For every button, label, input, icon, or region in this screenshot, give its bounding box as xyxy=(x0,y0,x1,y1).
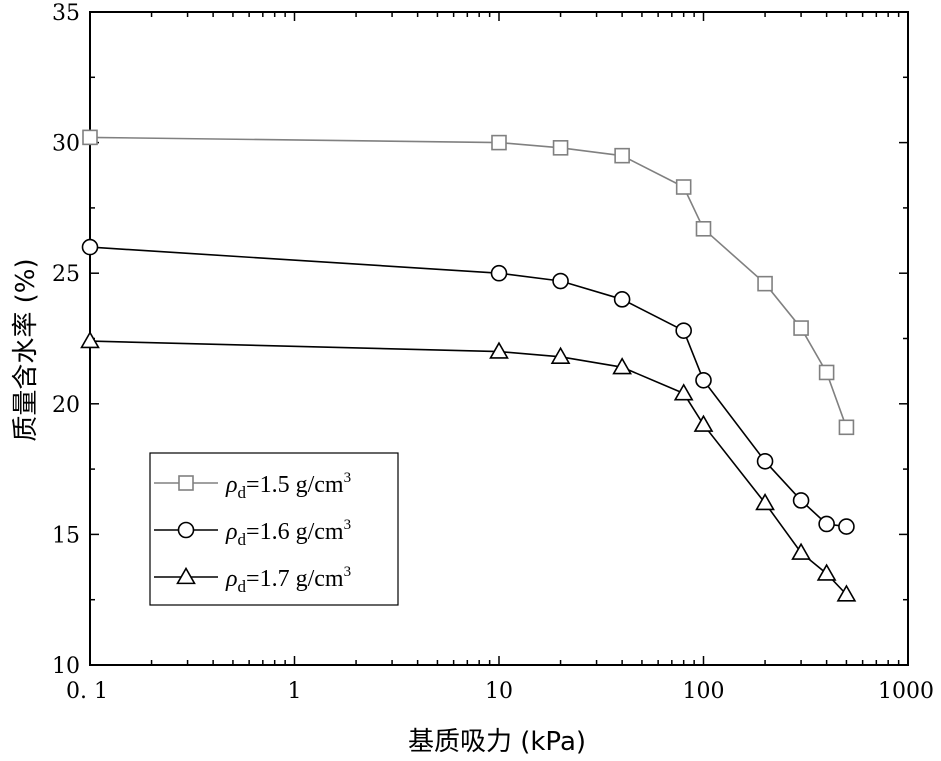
data-point-square xyxy=(178,475,194,491)
data-point-circle xyxy=(81,238,99,256)
y-tick-label: 30 xyxy=(52,132,80,157)
data-point-square xyxy=(793,320,809,336)
data-point-square xyxy=(614,147,630,164)
data-point-circle xyxy=(552,272,569,290)
series-1 xyxy=(82,129,855,436)
data-point-circle xyxy=(792,492,810,509)
data-point-circle xyxy=(613,291,631,308)
data-point-square xyxy=(491,134,507,151)
data-point-square xyxy=(82,129,98,146)
series-2 xyxy=(81,238,855,535)
data-point-square xyxy=(675,179,692,195)
data-point-triangle xyxy=(550,346,571,364)
series-group xyxy=(80,129,857,602)
y-tick-label: 25 xyxy=(52,262,80,287)
data-point-circle xyxy=(838,518,855,535)
data-point-square xyxy=(552,140,569,156)
legend-label: ρd=1.6 g/cm3 xyxy=(225,517,351,549)
x-tick-label: 0. 1 xyxy=(66,679,108,704)
data-point-triangle xyxy=(816,563,837,581)
data-point-triangle xyxy=(693,414,714,432)
axis-ticks: 10 15 20 25 30 35 0. 1 1 10 100 1000 xyxy=(52,1,934,704)
data-point-square xyxy=(757,275,773,292)
legend-item: ρd=1.7 g/cm3 xyxy=(154,564,351,596)
data-point-triangle xyxy=(836,584,857,602)
y-tick-label: 20 xyxy=(52,393,80,418)
data-point-triangle xyxy=(755,492,775,511)
legend-label: ρd=1.5 g/cm3 xyxy=(225,470,351,502)
series-3 xyxy=(80,330,857,602)
legend: ρd=1.5 g/cm3 ρd=1.6 g/cm3 ρd=1.7 g/cm3 xyxy=(149,452,399,606)
y-tick-label: 10 xyxy=(52,654,80,679)
y-tick-label: 35 xyxy=(52,1,80,26)
legend-item: ρd=1.6 g/cm3 xyxy=(154,517,351,549)
data-point-triangle xyxy=(612,357,632,375)
data-point-square xyxy=(818,364,835,381)
series-line xyxy=(89,246,847,528)
y-axis-title: 质量含水率 (%) xyxy=(11,258,41,441)
x-tick-label: 1000 xyxy=(878,679,934,704)
data-point-circle xyxy=(756,452,774,470)
x-tick-label: 100 xyxy=(683,679,725,704)
data-point-triangle xyxy=(673,383,694,401)
data-point-circle xyxy=(675,322,692,339)
x-tick-label: 1 xyxy=(288,679,302,704)
y-tick-label: 15 xyxy=(52,523,80,548)
legend-label: ρd=1.7 g/cm3 xyxy=(225,564,351,596)
data-point-circle xyxy=(177,521,195,539)
data-point-circle xyxy=(818,515,835,533)
data-point-circle xyxy=(490,264,508,282)
x-axis-title: 基质吸力 (kPa) xyxy=(408,727,586,757)
series-line xyxy=(89,340,847,596)
x-tick-label: 10 xyxy=(485,679,513,704)
data-point-circle xyxy=(695,371,712,389)
data-point-triangle xyxy=(489,341,509,359)
legend-item: ρd=1.5 g/cm3 xyxy=(154,470,351,502)
data-point-triangle xyxy=(80,330,100,349)
series-line xyxy=(89,136,848,428)
data-point-square xyxy=(838,419,855,436)
data-point-square xyxy=(695,220,712,237)
data-point-triangle xyxy=(791,542,811,560)
data-point-triangle xyxy=(176,566,196,585)
